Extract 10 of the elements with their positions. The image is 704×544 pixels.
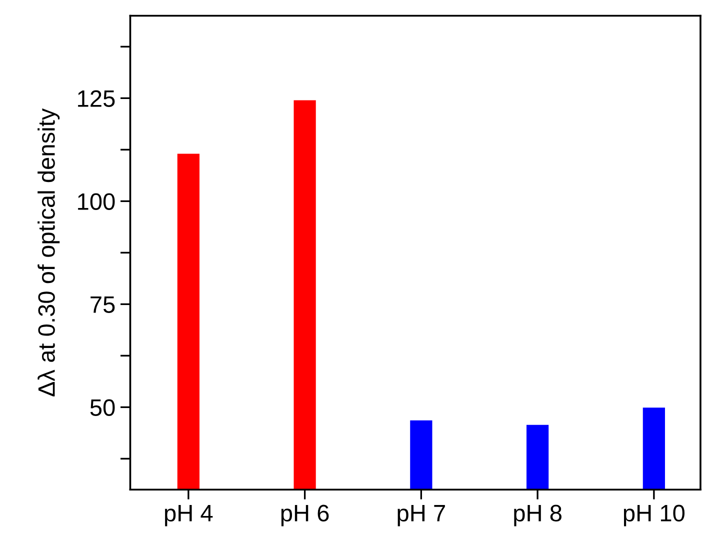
x-tick-label: pH 4 xyxy=(165,505,213,526)
x-tick-label: pH 8 xyxy=(514,504,562,526)
y-tick-label: 50 xyxy=(90,399,115,416)
x-tick-label: pH 6 xyxy=(281,504,329,526)
y-tick-label: 75 xyxy=(90,296,115,313)
y-axis-title: Δλ at 0.30 of optical density xyxy=(38,108,60,396)
x-tick-label: pH 7 xyxy=(398,505,445,526)
y-tick-label: 125 xyxy=(78,90,115,107)
x-tick-label: pH 10 xyxy=(624,504,685,526)
y-tick-label: 100 xyxy=(78,193,115,210)
